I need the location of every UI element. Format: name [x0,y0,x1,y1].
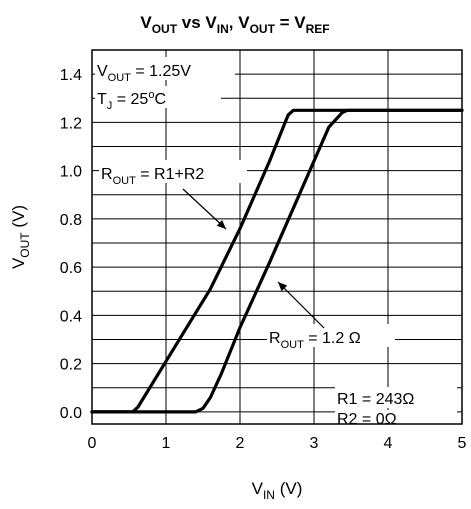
y-tick-label: 0.8 [60,212,82,229]
annotation-r1: R1 = 243Ω [337,391,414,408]
y-tick-label: 0.0 [60,405,82,422]
plot-frame [91,49,463,425]
annotation-vout-bg [95,57,235,80]
x-tick-label: 0 [88,435,97,452]
chart-title: VOUT​ vs VIN​, VOUT​ = VREF​ [140,13,329,36]
series-line-2 [90,108,464,414]
x-tick-label: 5 [458,435,467,452]
y-tick-label: 0.6 [60,260,82,277]
annotation-tj: TJ​ = 25o​C [97,89,166,112]
annotation-rout-1-2-bg [267,324,395,347]
annotation-layer: VOUT​ = 1.25V TJ​ = 25o​C ROUT​ = R1+R2 ROU… [95,57,457,428]
y-tick-label: 0.4 [60,308,82,325]
annotation-vout: VOUT​ = 1.25V [97,63,191,84]
annotation-rout-r1r2: ROUT​ = R1+R2 [101,166,204,187]
x-tick-label: 2 [236,435,245,452]
x-tick-label: 1 [162,435,171,452]
y-tick-label: 1.0 [60,164,82,181]
x-tick-label: 4 [384,435,393,452]
annotation-r1-bg [335,387,457,408]
y-tick-label: 1.4 [60,67,82,84]
tick-layer: 0 1 2 3 4 5 0.0 0.2 0.4 0.6 0.8 1.0 1.2 1.4 [60,67,467,452]
series-layer [90,108,464,414]
x-tick-label: 3 [310,435,319,452]
y-axis-label: VOUT​ (V) [9,205,32,269]
y-tick-label: 0.2 [60,357,82,374]
series-line-1 [90,108,464,414]
annotation-rout-1-2: ROUT​ = 1.2 Ω [269,330,361,351]
arrow-rout-r1r2 [182,188,227,230]
arrow-rout-1-2 [277,281,325,329]
annotation-tj-bg [95,86,221,108]
annotation-r2: R2 = 0Ω [337,411,397,428]
annotation-rout-r1r2-bg [99,160,247,183]
y-tick-label: 1.2 [60,115,82,132]
x-axis-label: VIN​ (V) [252,479,303,502]
grid-layer [92,50,462,424]
